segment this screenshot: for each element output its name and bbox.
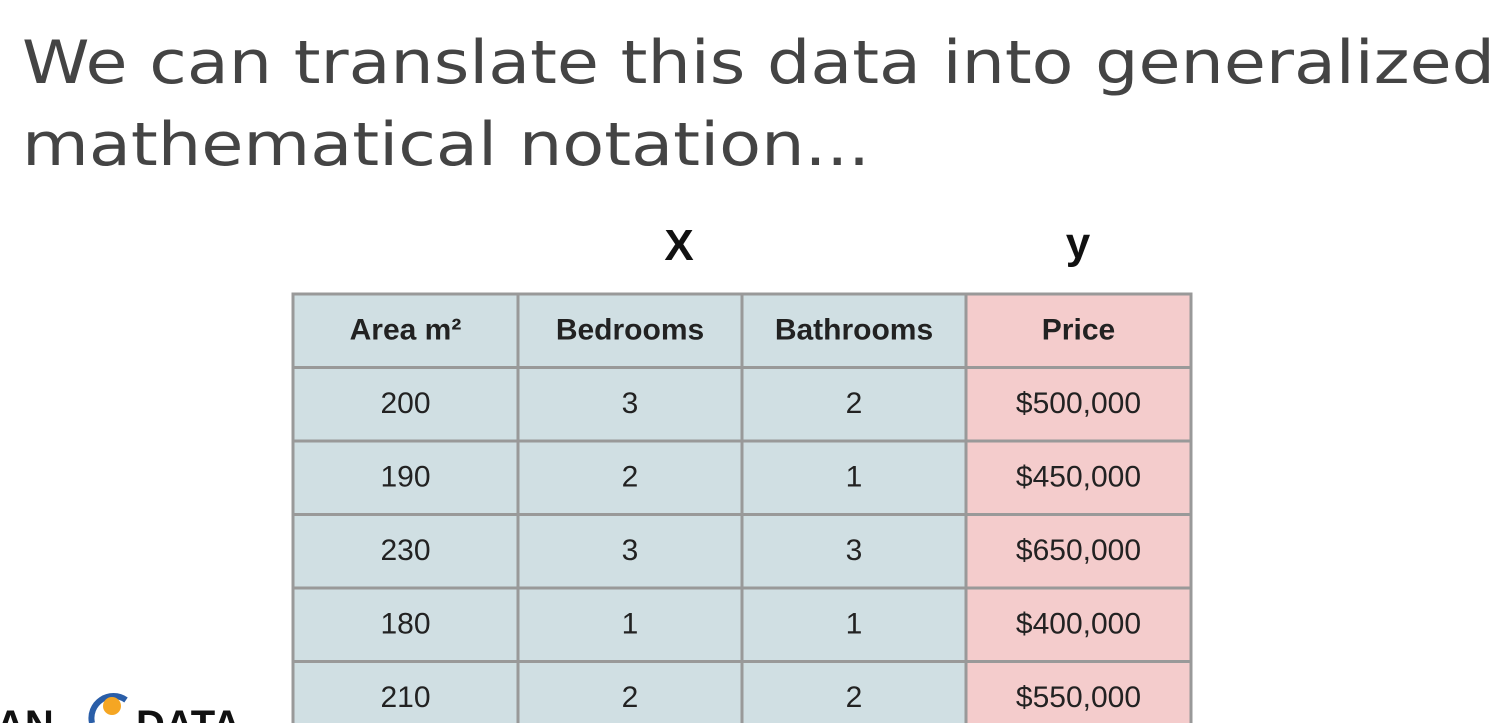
cell-text: 180 (380, 608, 430, 641)
table-cell (516, 660, 744, 723)
table-cell (516, 292, 744, 369)
table-cell (964, 366, 1193, 443)
cell-text: 2 (622, 681, 639, 714)
cell-text: 190 (380, 461, 430, 494)
cell-text: $650,000 (1016, 534, 1141, 567)
table-cell (516, 513, 744, 590)
logo-text: AN (0, 703, 54, 723)
table-cell (964, 586, 1193, 663)
cell-text: 2 (622, 461, 639, 494)
cell-text: 2 (846, 387, 863, 420)
cell-text: $500,000 (1016, 387, 1141, 420)
cell-text: 1 (846, 608, 863, 641)
table-cell (964, 439, 1193, 516)
cell-text: 2 (846, 681, 863, 714)
cell-text: $400,000 (1016, 608, 1141, 641)
features-label: X (664, 221, 693, 270)
logo: AN DATA (0, 693, 241, 723)
table-cell (964, 292, 1193, 369)
cell-text: $550,000 (1016, 681, 1141, 714)
table-cell (291, 660, 520, 723)
cell-text: 200 (380, 387, 430, 420)
cell-text: 3 (622, 534, 639, 567)
cell-text: $450,000 (1016, 461, 1141, 494)
logo-ring (88, 693, 128, 723)
title-line: We can translate this data into generali… (22, 28, 1495, 98)
cell-text: 210 (380, 681, 430, 714)
table-cell (516, 439, 744, 516)
cell-text: 1 (846, 461, 863, 494)
table-cell (964, 513, 1193, 590)
cell-text: 1 (622, 608, 639, 641)
table-cell (740, 586, 968, 663)
logo-dot (103, 697, 121, 715)
header-text: Bathrooms (775, 314, 933, 347)
table-cell (291, 292, 520, 369)
table-cell (516, 586, 744, 663)
header-text: Bedrooms (556, 314, 704, 347)
cell-text: 3 (846, 534, 863, 567)
logo-text: DATA (136, 703, 241, 723)
title-line: mathematical notation... (22, 110, 870, 180)
table-cell (964, 660, 1193, 723)
cell-text: 230 (380, 534, 430, 567)
target-label: y (1066, 219, 1091, 268)
table-cell (291, 586, 520, 663)
header-text: Price (1042, 314, 1115, 347)
cell-text: 3 (622, 387, 639, 420)
header-text: Area m² (350, 314, 462, 347)
table: Area m² Bedrooms Bathrooms Price 200 3 2 $500,0… (291, 292, 1193, 723)
table-cell (516, 366, 744, 443)
